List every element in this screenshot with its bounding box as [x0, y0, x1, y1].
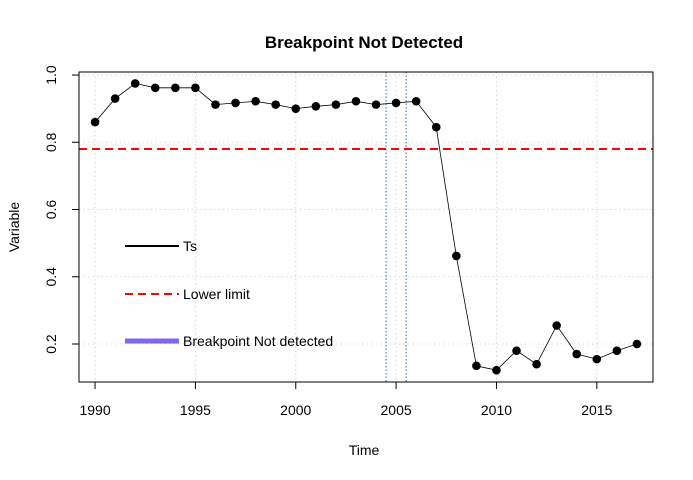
data-point — [492, 365, 501, 375]
x-tick-label: 1995 — [180, 402, 211, 418]
chart-title: Breakpoint Not Detected — [265, 33, 463, 52]
y-tick-label: 0.2 — [43, 334, 59, 354]
y-tick-label: 1.0 — [43, 65, 59, 85]
x-axis: 1990 1995 2000 2005 2010 2015 — [79, 381, 613, 418]
data-point — [251, 96, 260, 106]
x-tick-label: 2010 — [481, 402, 512, 418]
y-tick-label: 0.4 — [43, 267, 59, 287]
x-tick-label: 2005 — [381, 402, 412, 418]
legend-label: Lower limit — [183, 286, 250, 302]
data-point — [371, 100, 381, 109]
data-point — [271, 100, 280, 109]
data-point — [171, 83, 180, 93]
y-axis-label: Variable — [6, 202, 22, 253]
data-point — [452, 251, 461, 261]
legend: Ts Lower limit Breakpoint Not detected — [125, 238, 333, 349]
data-point — [391, 98, 401, 108]
data-point — [351, 96, 361, 106]
data-point — [331, 100, 341, 109]
data-point — [150, 83, 160, 93]
data-point — [311, 101, 321, 111]
series-line-ts — [94, 82, 638, 371]
data-point — [211, 100, 220, 109]
data-point — [191, 83, 200, 93]
y-tick-label: 0.8 — [43, 132, 59, 152]
x-tick-label: 2015 — [581, 402, 612, 418]
x-tick-label: 1990 — [79, 402, 110, 418]
data-point — [512, 346, 521, 356]
y-axis: 0.2 0.4 0.6 0.8 1.0 — [43, 65, 80, 354]
data-point — [552, 321, 561, 330]
series-layer — [90, 79, 642, 375]
data-point — [411, 96, 421, 106]
data-point — [231, 98, 240, 108]
data-point — [632, 339, 642, 349]
data-point — [431, 122, 441, 132]
data-point — [291, 104, 301, 113]
data-point — [130, 79, 140, 88]
y-tick-label: 0.6 — [43, 200, 59, 220]
legend-label: Breakpoint Not detected — [183, 333, 333, 349]
data-point — [592, 354, 602, 364]
data-point — [110, 94, 120, 103]
data-point — [612, 346, 622, 356]
data-point — [572, 349, 582, 359]
x-axis-label: Time — [349, 442, 380, 458]
plot-frame — [78, 71, 654, 383]
x-tick-label: 2000 — [280, 402, 311, 418]
legend-label: Ts — [183, 238, 197, 254]
data-point — [90, 117, 100, 127]
reference-lines — [79, 72, 653, 382]
data-point — [532, 359, 541, 369]
data-point — [472, 361, 481, 371]
grid-lines — [79, 72, 653, 382]
